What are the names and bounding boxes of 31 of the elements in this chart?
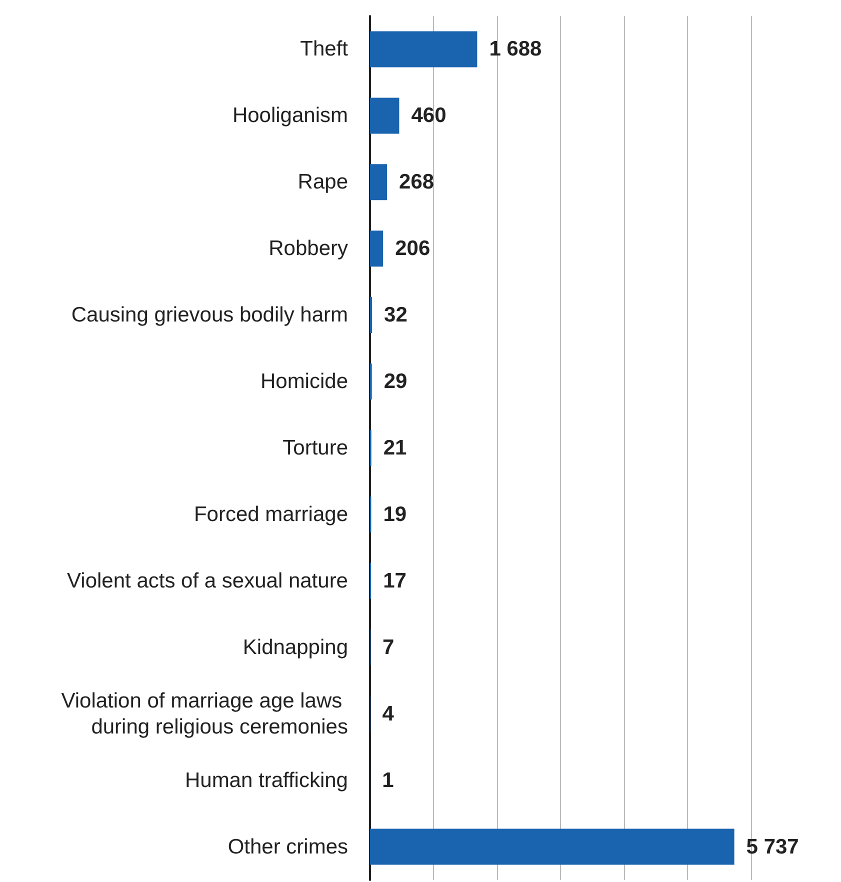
y-tick-label: Theft [300, 38, 348, 61]
bar [370, 230, 384, 267]
data-label: 7 [382, 636, 394, 659]
data-label: 268 [399, 170, 434, 194]
bar [370, 31, 478, 68]
y-tick-label: Other crimes [228, 835, 348, 858]
data-label: 32 [384, 304, 408, 327]
y-tick-label: Violation of marriage age laws during religious ceremonies [61, 689, 348, 738]
bar [370, 98, 400, 134]
bar [370, 164, 388, 200]
y-tick-label: Homicide [260, 370, 348, 394]
y-tick-label: Rape [298, 170, 348, 194]
y-tick-label: Human trafficking [184, 768, 348, 792]
data-label: 1 [382, 768, 394, 792]
data-label: 17 [383, 569, 406, 592]
data-label: 29 [384, 370, 408, 394]
data-label: 19 [383, 502, 407, 526]
data-label: 4 [382, 702, 394, 726]
y-tick-label: Kidnapping [242, 636, 348, 659]
y-tick-label: Robbery [268, 237, 348, 260]
data-label: 206 [395, 237, 430, 260]
bar [370, 828, 734, 865]
data-label: 21 [383, 436, 408, 460]
y-tick-label: Hooliganism [232, 104, 348, 128]
y-tick-label: Torture [282, 436, 348, 460]
y-tick-label: Causing grievous bodily harm [71, 304, 348, 327]
data-label: 1 688 [489, 38, 542, 61]
y-tick-label: Violent acts of a sexual nature [67, 569, 348, 592]
data-label: 460 [411, 104, 446, 128]
y-tick-label: Forced marriage [194, 502, 348, 526]
data-label: 5 737 [746, 835, 799, 858]
